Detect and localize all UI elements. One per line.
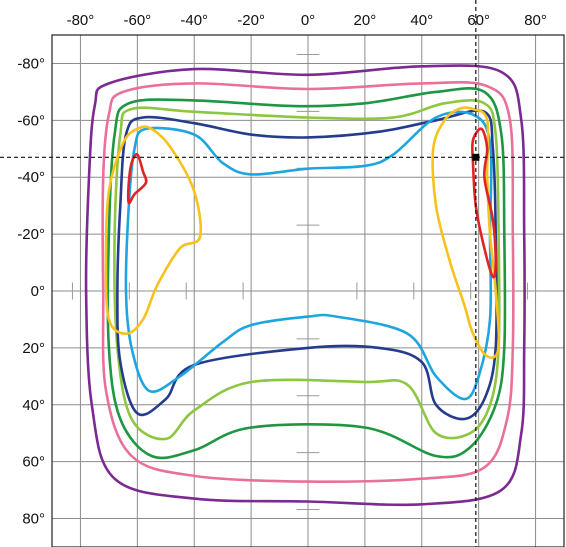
x-tick-label: 20° [354, 12, 377, 29]
contour-line-4 [116, 109, 498, 421]
y-tick-label: 80° [22, 511, 45, 528]
contour-line-8 [126, 152, 148, 205]
contour-line-6 [104, 125, 202, 335]
y-tick-label: 20° [22, 340, 45, 357]
contour-line-2 [106, 86, 507, 460]
contour-line-0 [84, 64, 526, 507]
plot-frame [51, 34, 565, 547]
x-tick-label: 80° [524, 12, 547, 29]
y-tick-label: -20° [17, 226, 45, 243]
x-tick-label: 0° [301, 12, 315, 29]
grid-lines [52, 35, 564, 547]
x-tick-label: 40° [410, 12, 433, 29]
y-tick-label: -80° [17, 55, 45, 72]
x-tick-label: -20° [237, 12, 265, 29]
x-tick-label: -60° [123, 12, 151, 29]
y-tick-label: 0° [31, 283, 45, 300]
x-tick-label: -80° [67, 12, 95, 29]
x-tick-labels: -80° -60° -40° -20° 0° 20° 40° 60° 80° [67, 12, 547, 29]
contour-line-3 [113, 99, 501, 441]
y-tick-label: -60° [17, 112, 45, 129]
contour-line-5 [124, 110, 493, 401]
y-tick-label: 60° [22, 454, 45, 471]
contour-line-1 [101, 81, 515, 484]
x-tick-label: -40° [180, 12, 208, 29]
y-tick-label: 40° [22, 397, 45, 414]
y-tick-label: -40° [17, 169, 45, 186]
center-minor-ticks [71, 53, 529, 511]
contour-series [84, 64, 526, 507]
y-tick-labels: -80° -60° -40° -20° 0° 20° 40° 60° 80° [17, 55, 45, 527]
x-tick-label: 60° [467, 12, 490, 29]
crosshair-marker [472, 153, 480, 161]
